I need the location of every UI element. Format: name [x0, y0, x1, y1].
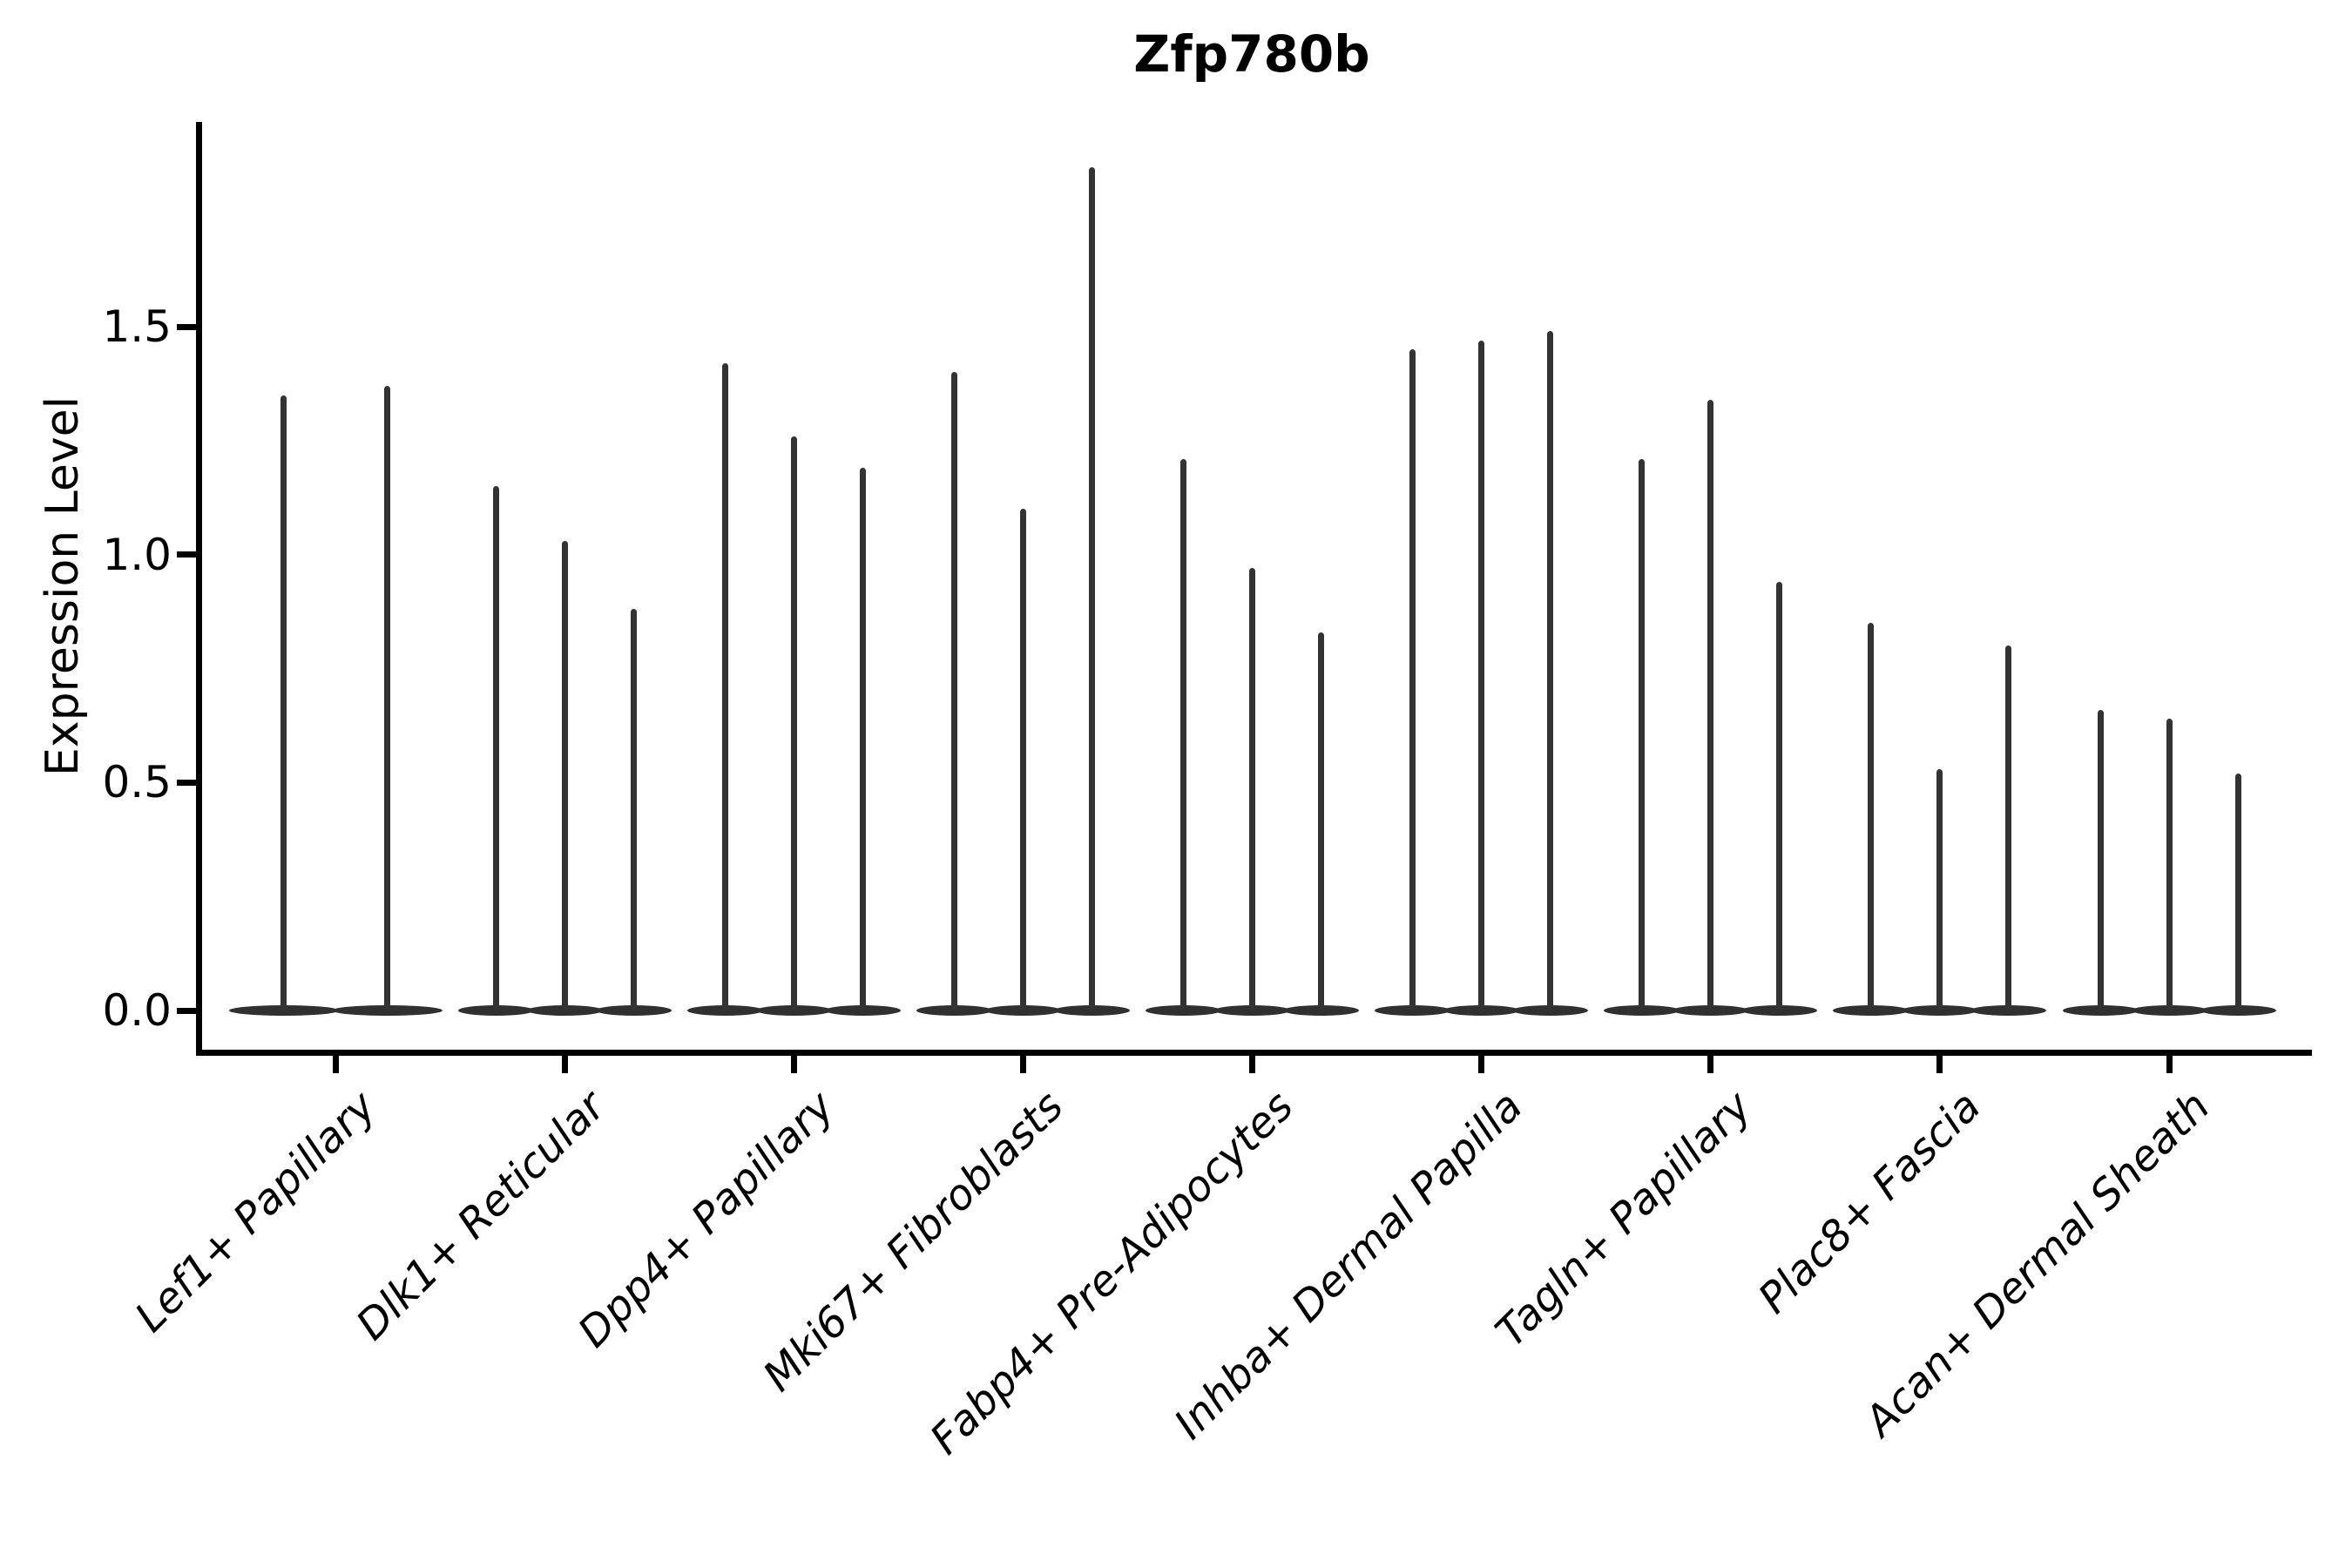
violin-spike [1088, 166, 1095, 1010]
x-tick-label: Dlk1+ Reticular [347, 1082, 615, 1350]
violin-base [1970, 1005, 2047, 1016]
violin-base [2200, 1005, 2276, 1016]
violin-base [2131, 1005, 2207, 1016]
violin-spike [1019, 509, 1026, 1010]
x-tick-mark [1936, 1054, 1943, 1073]
y-axis-spine [196, 122, 202, 1056]
violin-spike [2097, 709, 2104, 1010]
violin-base [1375, 1005, 1451, 1016]
x-tick-mark [2166, 1054, 2173, 1073]
y-tick-label: 1.5 [102, 301, 172, 353]
violin-spike [280, 395, 287, 1010]
violin-spike [2005, 645, 2012, 1010]
x-tick-label: Plac8+ Fascia [1748, 1082, 1990, 1323]
x-tick-mark [1707, 1054, 1714, 1073]
violin-spike [1318, 632, 1324, 1010]
violin-base [332, 1005, 443, 1016]
y-tick-mark [177, 1007, 196, 1014]
violin-base [457, 1005, 534, 1016]
violin-spike [1180, 458, 1186, 1010]
y-tick-mark [177, 323, 196, 330]
violin-base [755, 1005, 832, 1016]
violin-spike [1707, 399, 1714, 1010]
violin-base [1673, 1005, 1749, 1016]
violin-spike [1478, 340, 1485, 1010]
violin-base [1053, 1005, 1130, 1016]
violin-spike [2166, 719, 2173, 1010]
violin-spike [1409, 349, 1416, 1010]
violin-base [1833, 1005, 1909, 1016]
y-tick-label: 1.0 [102, 529, 172, 580]
violin-base [1512, 1005, 1589, 1016]
violin-spike [1776, 582, 1783, 1010]
violin-base [824, 1005, 901, 1016]
x-axis-spine [196, 1050, 2312, 1056]
violin-base [1283, 1005, 1359, 1016]
x-tick-label: Lef1+ Papillary [125, 1082, 386, 1342]
violin-spike [950, 372, 957, 1010]
x-tick-mark [332, 1054, 339, 1073]
x-tick-mark [561, 1054, 568, 1073]
y-tick-label: 0.0 [102, 985, 172, 1036]
x-tick-label: Tagln+ Papillary [1486, 1082, 1761, 1357]
x-tick-mark [1478, 1054, 1485, 1073]
violin-spike [1249, 568, 1255, 1010]
violin-base [1741, 1005, 1818, 1016]
chart-title: Zfp780b [1133, 24, 1370, 84]
violin-spike [1639, 458, 1646, 1010]
x-tick-mark [790, 1054, 797, 1073]
violin-base [2062, 1005, 2139, 1016]
violin-spike [1936, 768, 1943, 1010]
y-tick-label: 0.5 [102, 757, 172, 808]
violin-spike [492, 486, 499, 1010]
y-tick-mark [177, 551, 196, 558]
violin-base [526, 1005, 603, 1016]
violin-base [984, 1005, 1061, 1016]
x-tick-mark [1019, 1054, 1026, 1073]
violin-base [916, 1005, 992, 1016]
violin-spike [630, 609, 637, 1010]
violin-spike [790, 436, 797, 1010]
violin-spike [1547, 331, 1554, 1010]
y-tick-mark [177, 779, 196, 786]
y-axis-label: Expression Level [37, 395, 89, 777]
violin-base [1443, 1005, 1520, 1016]
violin-base [228, 1005, 339, 1016]
violin-spike [859, 468, 866, 1010]
violin-base [686, 1005, 763, 1016]
violin-base [1604, 1005, 1680, 1016]
violin-base [1146, 1005, 1221, 1016]
violin-spike [1868, 623, 1875, 1010]
x-tick-label: Dpp4+ Papillary [569, 1082, 844, 1357]
violin-spike [383, 386, 390, 1010]
violin-spike [2234, 773, 2241, 1010]
violin-spike [721, 362, 728, 1010]
violin-base [595, 1005, 672, 1016]
violin-base [1902, 1005, 1978, 1016]
violin-base [1214, 1005, 1290, 1016]
x-tick-mark [1249, 1054, 1255, 1073]
violin-spike [561, 541, 568, 1010]
x-tick-label: Fabp4+ Pre-Adipocytes [920, 1082, 1303, 1464]
